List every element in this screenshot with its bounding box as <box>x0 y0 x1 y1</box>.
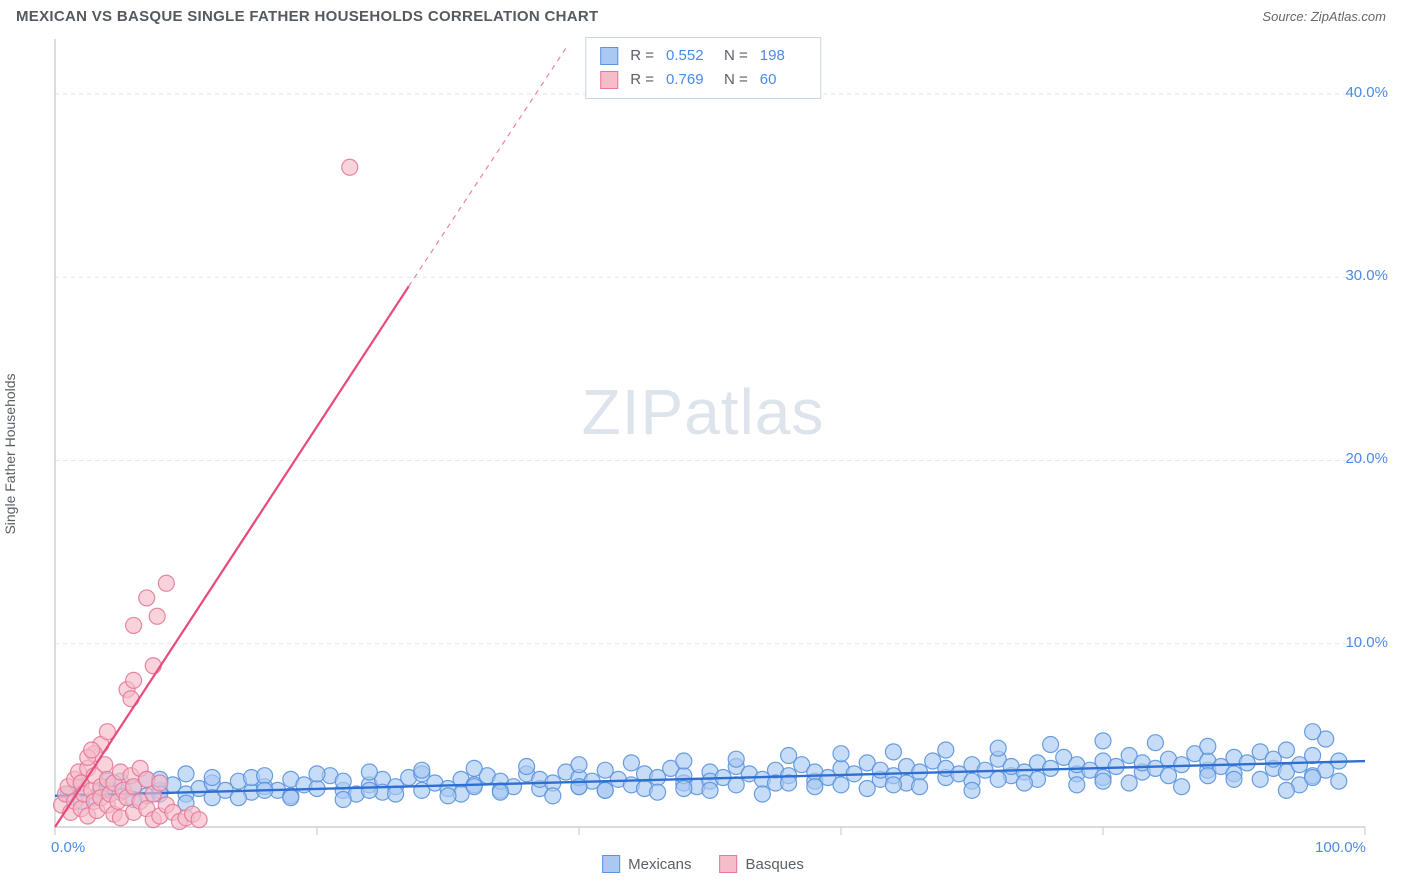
x-tick-label: 100.0% <box>1315 839 1366 856</box>
series-legend: Mexicans Basques <box>602 855 804 873</box>
legend-n-label: N = <box>724 44 748 68</box>
chart-container: Single Father Households ZIPatlas R =0.5… <box>0 29 1406 879</box>
chart-title: MEXICAN VS BASQUE SINGLE FATHER HOUSEHOL… <box>16 8 598 25</box>
legend-row: R = 0.552 N = 198 <box>600 44 806 68</box>
correlation-legend: R = 0.552 N = 198 R = 0.769 N = 60 <box>585 37 821 99</box>
source-label: Source: <box>1262 9 1307 24</box>
legend-n-value: 198 <box>760 44 806 68</box>
source-link[interactable]: ZipAtlas.com <box>1311 9 1386 24</box>
y-tick-label: 40.0% <box>1345 84 1388 101</box>
source-attribution: Source: ZipAtlas.com <box>1262 9 1386 24</box>
legend-r-value: 0.769 <box>666 68 712 92</box>
legend-n-label: N = <box>724 68 748 92</box>
legend-row: R = 0.769 N = 60 <box>600 68 806 92</box>
legend-swatch <box>602 855 620 873</box>
y-tick-label: 10.0% <box>1345 634 1388 651</box>
legend-swatch <box>719 855 737 873</box>
legend-n-value: 60 <box>760 68 806 92</box>
y-tick-label: 20.0% <box>1345 450 1388 467</box>
legend-label: Basques <box>745 856 803 873</box>
chart-header: MEXICAN VS BASQUE SINGLE FATHER HOUSEHOL… <box>0 0 1406 29</box>
legend-swatch <box>600 71 618 89</box>
legend-item: Mexicans <box>602 855 691 873</box>
x-tick-label: 0.0% <box>51 839 85 856</box>
legend-label: Mexicans <box>628 856 691 873</box>
legend-r-label: R = <box>630 44 654 68</box>
legend-item: Basques <box>719 855 803 873</box>
legend-r-label: R = <box>630 68 654 92</box>
y-axis-label: Single Father Households <box>2 373 18 534</box>
legend-r-value: 0.552 <box>666 44 712 68</box>
scatter-chart <box>0 29 1406 859</box>
legend-swatch <box>600 47 618 65</box>
y-tick-label: 30.0% <box>1345 267 1388 284</box>
